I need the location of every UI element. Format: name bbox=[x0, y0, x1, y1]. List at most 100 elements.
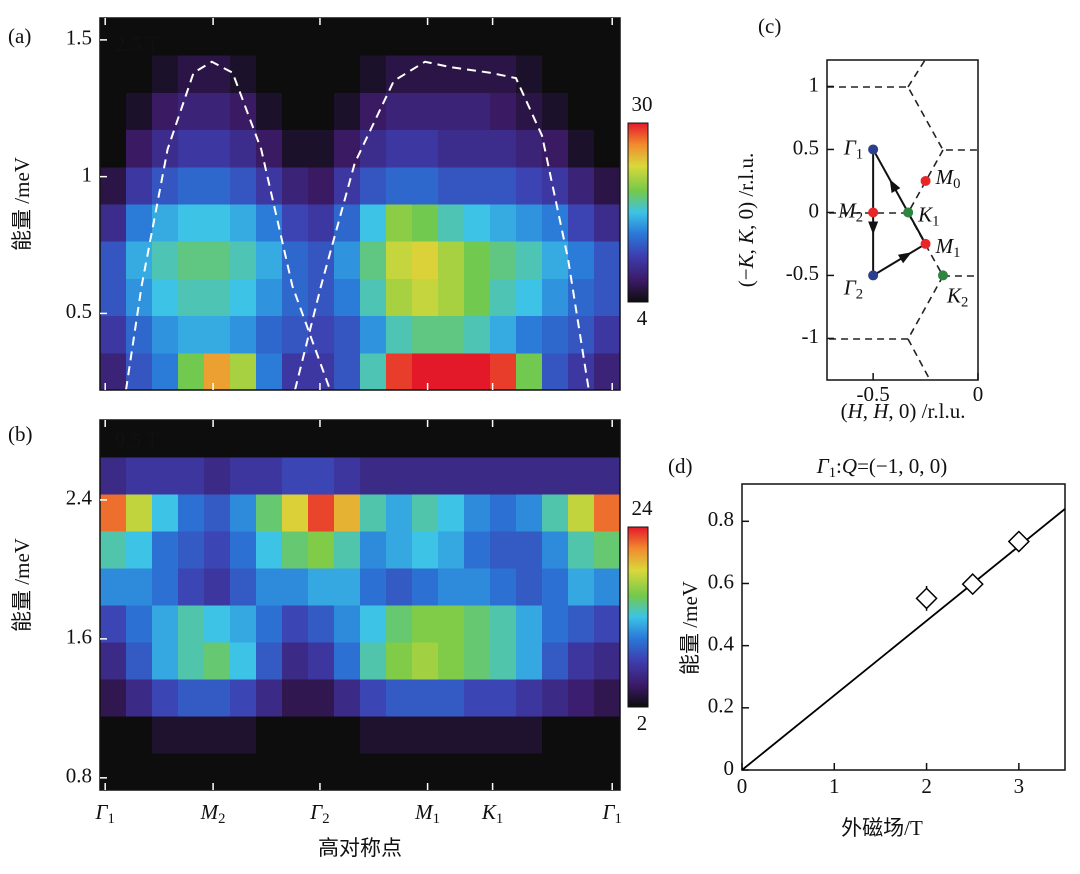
heatmap-cell bbox=[282, 352, 309, 390]
y-tick-label: 1 bbox=[82, 162, 93, 186]
chart-title: Γ1:Q=(−1, 0, 0) bbox=[816, 454, 948, 482]
y-tick-label: 0.8 bbox=[708, 507, 734, 531]
heatmap-cell bbox=[204, 457, 231, 495]
heatmap-cell bbox=[152, 92, 179, 131]
heatmap-cell bbox=[334, 278, 361, 317]
heatmap-cell bbox=[412, 241, 439, 279]
heatmap-cell bbox=[412, 315, 439, 354]
x-tick-label: Γ1 bbox=[95, 800, 115, 828]
heatmap-cell bbox=[360, 716, 387, 754]
heatmap-cell bbox=[568, 420, 595, 458]
plot-frame bbox=[826, 59, 979, 381]
heatmap-cell bbox=[126, 679, 153, 717]
heatmap-cell bbox=[360, 457, 387, 495]
heatmap-cell bbox=[464, 679, 491, 717]
heatmap-cell bbox=[126, 204, 153, 242]
heatmap-cell bbox=[152, 18, 179, 56]
y-tick-label: 0.8 bbox=[66, 764, 92, 788]
heatmap-cell bbox=[204, 18, 231, 56]
heatmap-cell bbox=[308, 679, 335, 717]
colorbar-tick-label: 2 bbox=[637, 711, 648, 735]
heatmap-cell bbox=[256, 92, 283, 131]
heatmap-cell bbox=[412, 679, 439, 717]
point-label: K2 bbox=[946, 283, 968, 311]
heatmap-cell bbox=[568, 568, 595, 606]
heatmap-cell bbox=[594, 420, 620, 458]
heatmap-cell bbox=[282, 457, 309, 495]
heatmap-cell bbox=[282, 716, 309, 754]
heatmap-cell bbox=[490, 55, 517, 93]
heatmap-cell bbox=[204, 166, 231, 205]
heatmap-cell bbox=[412, 531, 439, 569]
heatmap-cell bbox=[594, 315, 620, 354]
heatmap-cell bbox=[516, 605, 543, 643]
heatmap-cell bbox=[100, 315, 127, 354]
data-point bbox=[1007, 530, 1030, 553]
heatmap-cell bbox=[438, 278, 465, 317]
heatmap-cell bbox=[594, 241, 620, 279]
heatmap-cell bbox=[152, 531, 179, 569]
heatmap-cell bbox=[100, 18, 127, 56]
zone-boundary bbox=[907, 338, 931, 381]
heatmap-cell bbox=[100, 642, 127, 680]
heatmap-cell bbox=[360, 55, 387, 93]
heatmap-cell bbox=[490, 129, 517, 168]
heatmap-cell bbox=[308, 420, 335, 458]
heatmap-cell bbox=[152, 753, 179, 790]
heatmap-cell bbox=[100, 92, 127, 131]
heatmap-cell bbox=[230, 278, 257, 317]
heatmap-cell bbox=[204, 605, 231, 643]
heatmap-cell bbox=[126, 315, 153, 354]
point bbox=[903, 207, 914, 218]
heatmap-cell bbox=[360, 568, 387, 606]
heatmap-cell bbox=[438, 457, 465, 495]
heatmap-cell bbox=[542, 679, 569, 717]
heatmap-cell bbox=[438, 241, 465, 279]
y-tick-label: 0.2 bbox=[708, 694, 734, 718]
heatmap-cell bbox=[256, 420, 283, 458]
heatmap-cell bbox=[568, 18, 595, 56]
heatmap-cell bbox=[386, 278, 413, 317]
heatmap-cell bbox=[360, 241, 387, 279]
plot-frame bbox=[99, 17, 621, 391]
heatmap-cell bbox=[438, 753, 465, 790]
heatmap-cell bbox=[204, 531, 231, 569]
heatmap-cell bbox=[230, 531, 257, 569]
heatmap-cell bbox=[542, 352, 569, 390]
heatmap-cell bbox=[126, 457, 153, 495]
heatmap-cell bbox=[542, 55, 569, 93]
heatmap-cell bbox=[334, 716, 361, 754]
heatmap-cell bbox=[282, 166, 309, 205]
heatmap-cell bbox=[516, 278, 543, 317]
heatmap-cell bbox=[438, 92, 465, 131]
x-tick-label: M2 bbox=[200, 800, 226, 828]
heatmap-cell bbox=[282, 679, 309, 717]
heatmap-cell bbox=[100, 55, 127, 93]
heatmap-cell bbox=[542, 92, 569, 131]
heatmap-cell bbox=[464, 531, 491, 569]
heatmap-cell bbox=[516, 679, 543, 717]
heatmap-cell bbox=[152, 420, 179, 458]
zone-boundary bbox=[827, 86, 978, 151]
y-axis-label: 能量 /meV bbox=[10, 538, 34, 632]
heatmap-cell bbox=[282, 531, 309, 569]
heatmap-cell bbox=[594, 716, 620, 754]
heatmap-cell bbox=[308, 129, 335, 168]
heatmap-cell bbox=[412, 568, 439, 606]
heatmap-cell bbox=[282, 129, 309, 168]
path-arrow bbox=[889, 179, 901, 194]
heatmap-cell bbox=[282, 18, 309, 56]
heatmap-cell bbox=[516, 166, 543, 205]
heatmap-cell bbox=[178, 92, 205, 131]
y-tick-label: 0.4 bbox=[708, 631, 735, 655]
point-label: M0 bbox=[935, 165, 961, 193]
heatmap-cell bbox=[464, 605, 491, 643]
heatmap-cell bbox=[490, 568, 517, 606]
heatmap-cell bbox=[126, 531, 153, 569]
point bbox=[868, 144, 879, 155]
heatmap-cell bbox=[412, 642, 439, 680]
y-tick-label: 0.5 bbox=[66, 299, 92, 323]
heatmap-cell bbox=[126, 605, 153, 643]
heatmap-cell bbox=[126, 716, 153, 754]
heatmap-cell bbox=[594, 568, 620, 606]
